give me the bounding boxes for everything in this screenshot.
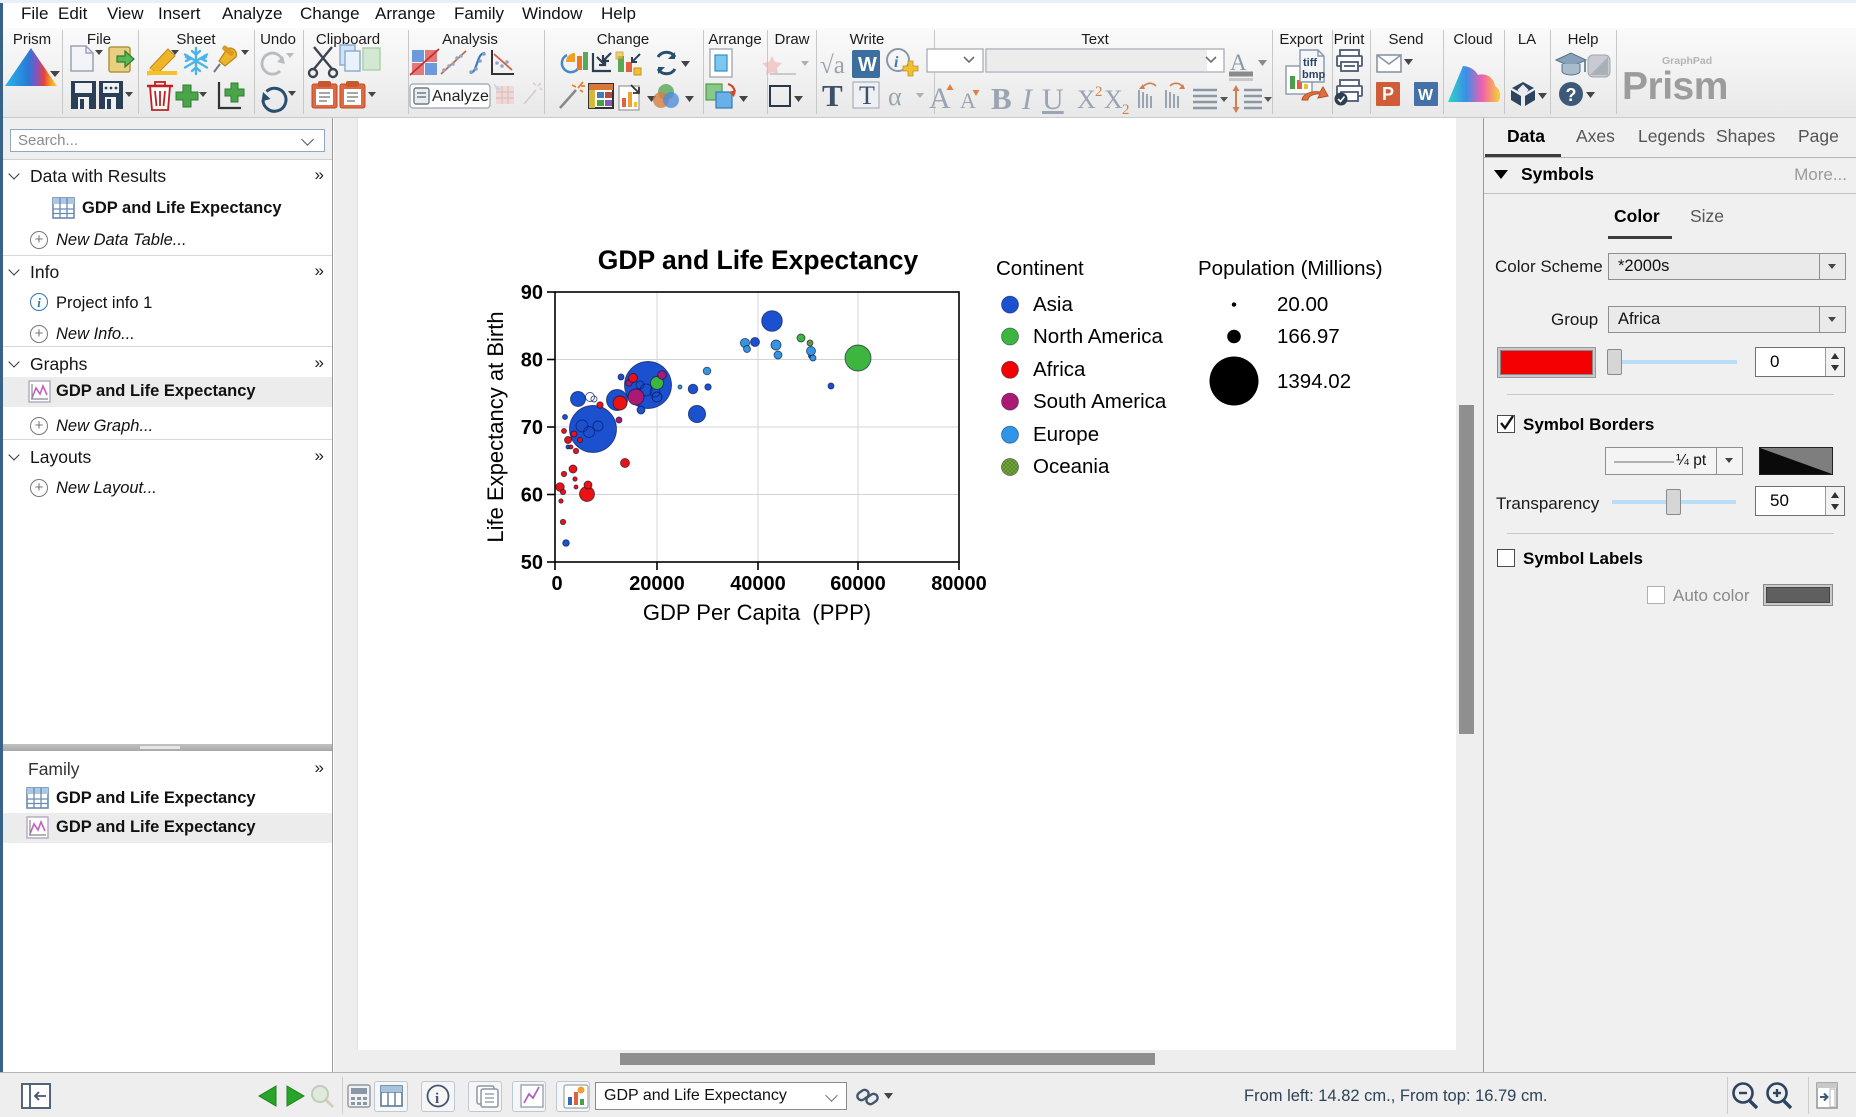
svg-text:20.00: 20.00 — [1277, 293, 1328, 316]
svg-text:U: U — [1042, 83, 1064, 116]
svg-text:Prism: Prism — [1622, 65, 1728, 108]
svg-text:Europe: Europe — [1033, 423, 1099, 446]
svg-text:Population (Millions): Population (Millions) — [1198, 257, 1383, 280]
svg-text:B: B — [991, 81, 1012, 116]
svg-text:X: X — [1104, 85, 1123, 114]
svg-text:Oceania: Oceania — [1033, 455, 1110, 478]
svg-text:W: W — [1418, 87, 1434, 104]
svg-text:GraphPad: GraphPad — [1662, 55, 1712, 67]
svg-text:bmp: bmp — [1302, 69, 1326, 81]
svg-text:70: 70 — [521, 417, 543, 439]
svg-text:80: 80 — [521, 350, 543, 372]
svg-text:South America: South America — [1033, 390, 1167, 413]
svg-text:20000: 20000 — [629, 573, 685, 595]
svg-text:40000: 40000 — [730, 573, 786, 595]
svg-text:1394.02: 1394.02 — [1277, 370, 1351, 393]
svg-text:0: 0 — [551, 573, 562, 595]
svg-text:GDP and Life Expectancy: GDP and Life Expectancy — [598, 245, 919, 275]
svg-text:i: i — [435, 1091, 439, 1107]
svg-text:I: I — [1021, 83, 1034, 116]
svg-text:Analyze: Analyze — [432, 88, 489, 105]
svg-text:GDP Per Capita (PPP): GDP Per Capita (PPP) — [643, 600, 871, 625]
svg-text:W: W — [858, 54, 877, 76]
svg-text:?: ? — [1566, 85, 1577, 105]
svg-text:80000: 80000 — [931, 573, 987, 595]
svg-text:A: A — [1230, 50, 1247, 75]
svg-text:Life Expectancy at Birth: Life Expectancy at Birth — [483, 311, 508, 542]
svg-text:50: 50 — [521, 552, 543, 574]
svg-text:2: 2 — [1095, 84, 1103, 100]
svg-text:√a: √a — [820, 52, 845, 79]
svg-text:Africa: Africa — [1033, 358, 1086, 381]
svg-text:90: 90 — [521, 282, 543, 304]
svg-text:X: X — [1077, 85, 1096, 114]
svg-text:T: T — [859, 81, 875, 110]
svg-text:A: A — [929, 82, 951, 115]
svg-text:P: P — [1382, 84, 1394, 104]
svg-text:T: T — [822, 78, 843, 113]
svg-text:North America: North America — [1033, 325, 1163, 348]
svg-text:166.97: 166.97 — [1277, 325, 1340, 348]
svg-text:tiff: tiff — [1303, 57, 1317, 69]
svg-text:i: i — [894, 54, 899, 71]
svg-text:α: α — [888, 82, 902, 111]
svg-text:A: A — [960, 88, 976, 113]
svg-text:Continent: Continent — [996, 257, 1084, 280]
svg-text:60000: 60000 — [830, 573, 886, 595]
svg-text:2: 2 — [1122, 102, 1130, 118]
svg-text:60: 60 — [521, 485, 543, 507]
svg-text:Asia: Asia — [1033, 293, 1073, 316]
